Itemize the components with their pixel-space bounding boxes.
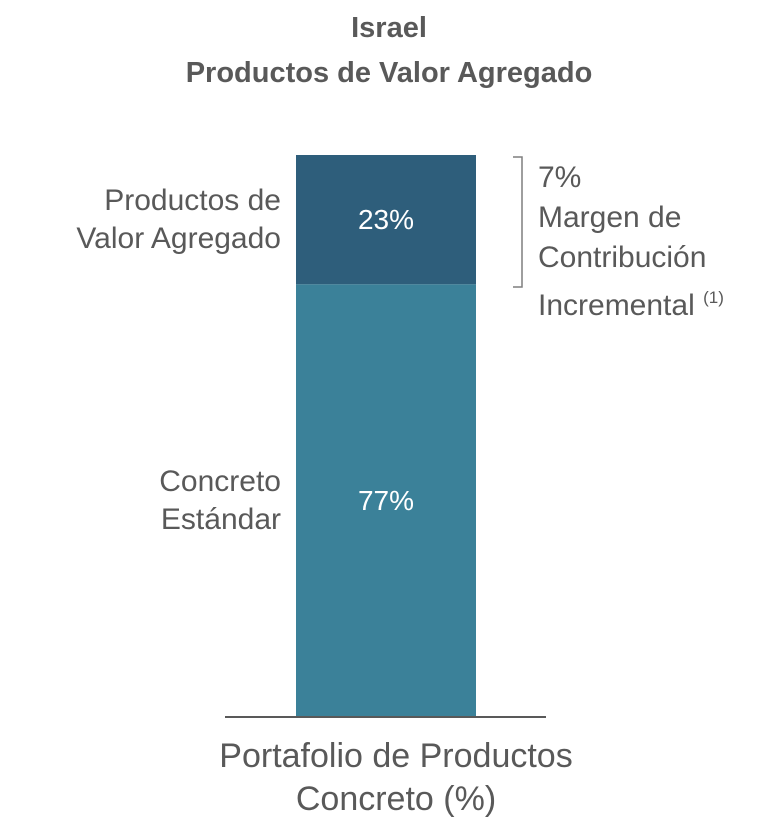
annotation-text: Margen de Contribución Incremental [538, 201, 707, 322]
bar-segment [296, 155, 476, 285]
series-label: Concreto Estándar [159, 464, 281, 536]
annotation-note: (1) [703, 288, 724, 307]
bracket [513, 156, 523, 288]
series-label: Productos de Valor Agregado [76, 183, 281, 255]
category-label: Portafolio de Productos Concreto (%) [219, 737, 573, 818]
bar-segment [296, 284, 476, 717]
annotation-value: 7% [538, 161, 582, 194]
value-label: 77% [357, 484, 415, 516]
chart-title: Israel [351, 12, 427, 44]
chart-subtitle: Productos de Valor Agregado [185, 57, 593, 89]
value-label: 23% [357, 203, 415, 235]
annotation: Margen de Contribución Incremental (1) [538, 198, 773, 326]
